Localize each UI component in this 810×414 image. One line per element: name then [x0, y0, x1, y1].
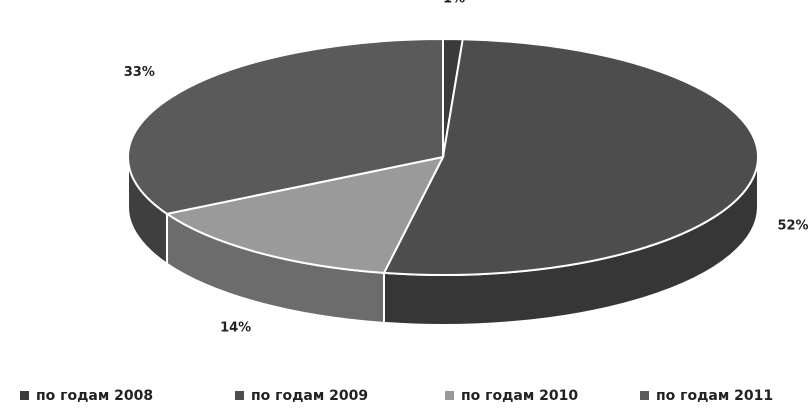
legend-swatch: [445, 391, 454, 400]
legend-swatch: [235, 391, 244, 400]
pie-wedge: [127, 37, 444, 215]
legend-label: по годам 2011: [656, 388, 773, 404]
pie-wedge: [382, 38, 759, 276]
data-label: 52%: [777, 218, 808, 233]
data-label: 1%: [443, 0, 465, 7]
legend-label: по годам 2009: [251, 388, 368, 404]
data-label: 14%: [220, 321, 251, 336]
legend-swatch: [20, 391, 29, 400]
pie-wedge: [164, 155, 445, 274]
legend-label: по годам 2010: [461, 388, 578, 404]
data-label: 33%: [124, 65, 155, 80]
legend-label: по годам 2008: [36, 388, 153, 404]
legend-swatch: [640, 391, 649, 400]
